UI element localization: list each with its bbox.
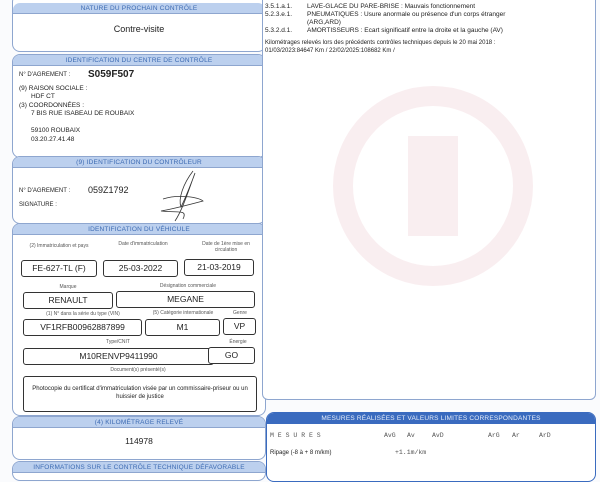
centre-agrement: S059F507	[88, 69, 135, 80]
col-ar: Ar	[512, 432, 520, 439]
marque-field: RENAULT	[23, 292, 113, 309]
defaut-text: LAVE-GLACE DU PARE-BRISE : Mauvais fonct…	[307, 3, 476, 10]
ripage-label: Ripage (-8 à + 8 m/km)	[270, 450, 332, 456]
energie-field: GO	[208, 347, 255, 364]
mesures-section: MESURES RÉALISÉES ET VALEURS LIMITES COR…	[266, 412, 596, 482]
km-history-title: Kilométrages relevés lors des précédents…	[265, 40, 496, 46]
col-avd: AvD	[432, 432, 444, 439]
col-avg: AvG	[384, 432, 396, 439]
mesures-header: MESURES RÉALISÉES ET VALEURS LIMITES COR…	[267, 413, 595, 424]
raison-label: (9) RAISON SOCIALE :	[19, 85, 88, 92]
signature-image	[160, 170, 204, 222]
vehicule-header: IDENTIFICATION DU VÉHICULE	[13, 224, 265, 235]
controleur-agrement: 059Z1792	[88, 185, 129, 195]
vin-label: (1) N° dans la série du type (VIN)	[46, 311, 120, 317]
mesures-col-title: M E S U R E S	[270, 432, 321, 439]
type-label: Type/CNIT	[106, 339, 130, 345]
controleur-section: (9) IDENTIFICATION DU CONTRÔLEUR N° D'AG…	[12, 156, 266, 224]
vin-field: VF1RFB00962887899	[23, 319, 142, 336]
genre-label: Genre	[233, 310, 247, 316]
informations-header: INFORMATIONS SUR LE CONTRÔLE TECHNIQUE D…	[13, 462, 265, 473]
controleur-agrement-label: N° D'AGREMENT :	[19, 188, 71, 194]
km-history-values: 01/03/2023:84647 Km / 22/02/2025:108682 …	[265, 47, 395, 54]
energie-label: Énergie	[229, 339, 247, 345]
defaut-list: 3.5.1.a.1. LAVE-GLACE DU PARE-BRISE : Mau…	[265, 3, 505, 55]
marque-label: Marque	[59, 284, 77, 290]
address-line1: 7 BIS RUE ISABEAU DE ROUBAIX	[31, 110, 135, 117]
informations-section: INFORMATIONS SUR LE CONTRÔLE TECHNIQUE D…	[12, 461, 266, 481]
defaut-item: 3.5.1.a.1. LAVE-GLACE DU PARE-BRISE : Mau…	[265, 3, 505, 11]
categorie-label: (5) Catégorie internationale	[152, 310, 214, 316]
col-av: Av	[407, 432, 415, 439]
defaut-item: 5.3.2.d.1. AMORTISSEURS : Ecart significa…	[265, 27, 505, 35]
raison-value: HDF CT	[31, 93, 55, 100]
defaut-code: 5.2.3.e.1.	[265, 11, 293, 18]
centre-header: IDENTIFICATION DU CENTRE DE CONTRÔLE	[13, 55, 265, 66]
designation-field: MEGANE	[116, 291, 255, 308]
coord-label: (3) COORDONNÉES :	[19, 102, 85, 109]
watermark-logo	[333, 86, 533, 286]
address-line2: 59100 ROUBAIX	[31, 127, 81, 134]
vehicule-section: IDENTIFICATION DU VÉHICULE (2) Immatricu…	[12, 223, 266, 416]
defauts-panel: 3.5.1.a.1. LAVE-GLACE DU PARE-BRISE : Mau…	[262, 0, 596, 400]
centre-section: IDENTIFICATION DU CENTRE DE CONTRÔLE N° …	[12, 54, 266, 158]
designation-label: Désignation commerciale	[159, 283, 217, 289]
type-field: M10RENVP9411990	[23, 348, 214, 365]
documents-field: Photocopie du certificat d'immatriculati…	[23, 376, 257, 412]
genre-field: VP	[223, 318, 256, 335]
centre-agrement-label: N° D'AGREMENT :	[19, 72, 71, 78]
defaut-code: 3.5.1.a.1.	[265, 3, 293, 10]
date-mec-label: Date de 1ère mise en circulation	[202, 241, 250, 253]
defaut-text: (ARG,ARD)	[307, 19, 341, 26]
defaut-item: 5.2.3.e.1. PNEUMATIQUES : Usure anormale …	[265, 11, 505, 19]
controleur-header: (9) IDENTIFICATION DU CONTRÔLEUR	[13, 157, 265, 168]
kilometrage-section: (4) KILOMÉTRAGE RELEVÉ 114978	[12, 416, 266, 460]
date-mec-field: 21-03-2019	[184, 259, 254, 276]
signature-label: SIGNATURE :	[19, 202, 57, 208]
documents-label: Document(s) présenté(s)	[110, 367, 166, 373]
defaut-code: 5.3.2.d.1.	[265, 27, 293, 34]
immat-label: (2) Immatriculation et pays	[29, 243, 89, 249]
col-ard: ArD	[539, 432, 551, 439]
kilometrage-header: (4) KILOMÉTRAGE RELEVÉ	[13, 417, 265, 428]
nature-section: NATURE DU PROCHAIN CONTRÔLE Contre-visit…	[12, 0, 266, 52]
defaut-text: PNEUMATIQUES : Usure anormale ou présenc…	[307, 11, 506, 18]
kilometrage-value: 114978	[125, 436, 153, 446]
date-immat-field: 25-03-2022	[103, 260, 178, 277]
phone: 03.20.27.41.48	[31, 136, 75, 143]
nature-header: NATURE DU PROCHAIN CONTRÔLE	[13, 3, 265, 14]
col-arg: ArG	[488, 432, 500, 439]
date-immat-label: Date d'immatriculation	[118, 241, 168, 247]
nature-value: Contre-visite	[113, 24, 165, 34]
immat-field: FE-627-TL (F)	[21, 260, 97, 277]
categorie-field: M1	[145, 319, 220, 336]
defaut-text: AMORTISSEURS : Ecart significatif entre …	[307, 27, 503, 34]
ripage-av-value: +1.1m/km	[395, 449, 427, 456]
defaut-item: (ARG,ARD)	[265, 19, 505, 27]
